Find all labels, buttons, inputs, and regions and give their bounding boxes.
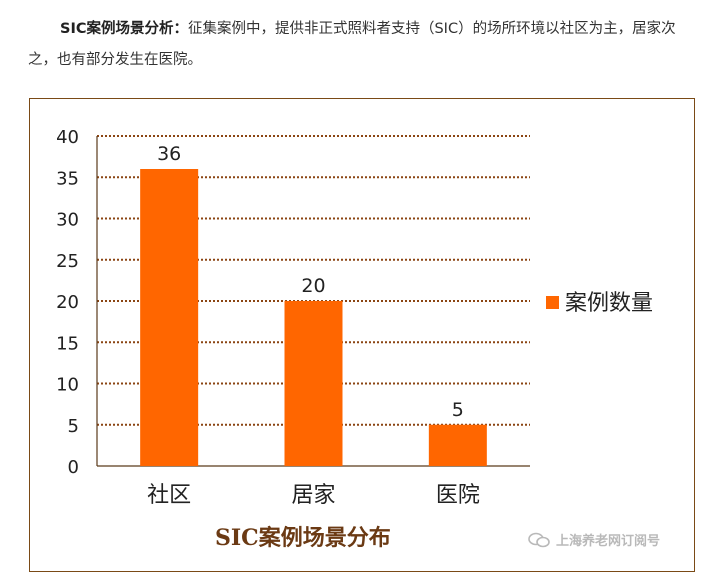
data-label: 20 [301,275,325,297]
bar-chart: 0 5 10 15 20 25 30 35 40 36 社区 20 居家 5 医院 案例数量 SIC案例场景分布 [56,127,653,551]
chart-title: SIC案例场景分布 [215,525,391,551]
y-tick-label: 10 [56,375,79,396]
watermark-text: 上海养老网订阅号 [555,534,660,549]
watermark: 上海养老网订阅号 [528,530,660,549]
intro-heading: SIC案例场景分析： [60,21,188,37]
y-tick-label: 40 [56,127,79,148]
bar [284,301,343,466]
y-tick-label: 20 [56,292,79,313]
y-tick-label: 0 [68,457,79,478]
data-label: 5 [452,399,464,421]
x-tick-label: 居家 [291,483,335,508]
bar [428,424,487,466]
intro-paragraph: SIC案例场景分析：征集案例中，提供非正式照料者支持（SIC）的场所环境以社区为… [28,14,696,76]
y-tick-label: 15 [56,333,79,354]
x-tick-label: 社区 [147,483,191,508]
y-tick-label: 5 [68,416,79,437]
wechat-icon [528,532,550,547]
legend-swatch [546,296,559,309]
y-tick-label: 25 [56,251,79,272]
x-tick-label: 医院 [436,483,480,508]
y-tick-label: 30 [56,210,79,231]
y-tick-label: 35 [56,168,79,189]
chart-figure: 0 5 10 15 20 25 30 35 40 36 社区 20 居家 5 医院 案例数量 SIC案例场景分布… [29,98,695,572]
bar [140,169,199,466]
intro-text: 征集案例中，提供非正式照料者支持（SIC）的场所环境以社区为主，居家次之，也有部… [28,21,676,68]
data-label: 36 [157,143,181,165]
legend-label: 案例数量 [565,291,653,316]
